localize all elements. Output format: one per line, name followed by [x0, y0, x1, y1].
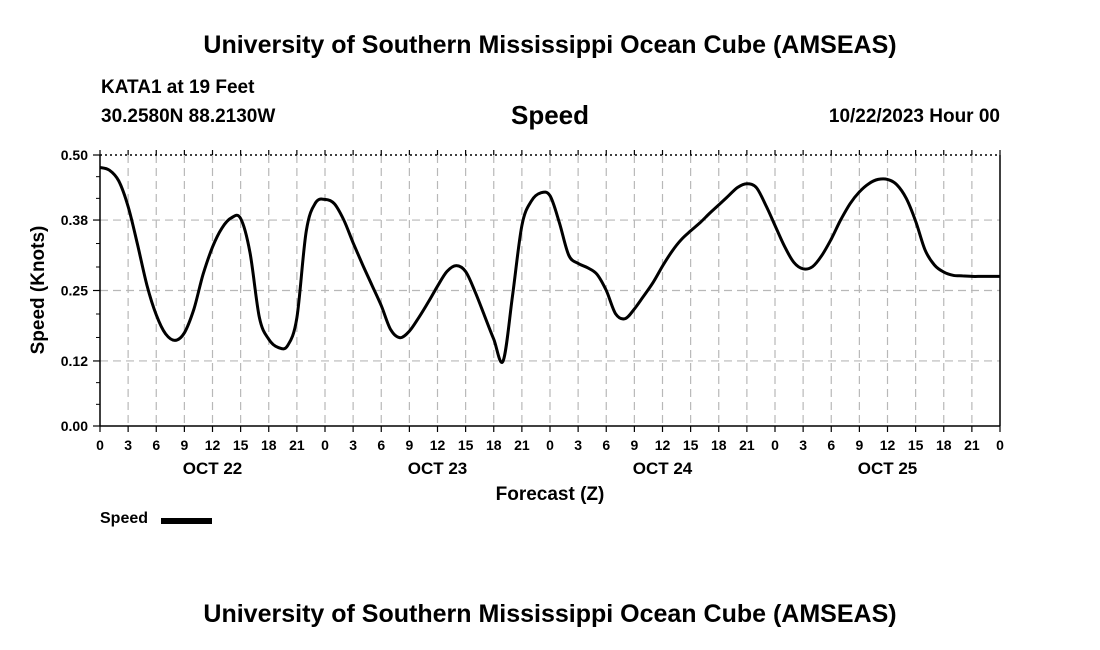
grid-lines [100, 155, 1000, 426]
x-tick-label: 21 [514, 437, 530, 453]
axis-ticks [93, 150, 1001, 432]
x-tick-label: 3 [349, 437, 357, 453]
legend-label: Speed [100, 510, 149, 527]
x-tick-label: 15 [458, 437, 474, 453]
x-tick-label: 21 [289, 437, 305, 453]
variable-title: Speed [510, 100, 590, 130]
x-tick-label: 9 [180, 437, 188, 453]
speed-chart: 0.00 0.12 0.25 0.38 0.50 0 3 6 9 12 15 18 21 0 3 6 9 12 1… [28, 147, 1004, 505]
x-tick-label: 0 [321, 437, 329, 453]
x-tick-label: 12 [430, 437, 446, 453]
x-tick-label: 0 [771, 437, 779, 453]
footer-title: University of Southern Mississippi Ocean… [203, 600, 897, 628]
y-tick-label: 0.38 [61, 212, 88, 228]
y-tick-label: 0.50 [61, 147, 88, 163]
date-label: OCT 24 [633, 459, 693, 478]
x-tick-label: 3 [574, 437, 582, 453]
x-tick-label: 18 [936, 437, 952, 453]
coordinates-label: 30.2580N 88.2130W [101, 106, 276, 127]
speed-series-line [99, 166, 1000, 364]
legend-swatch [161, 518, 212, 524]
x-tick-label: 21 [739, 437, 755, 453]
chart-title: University of Southern Mississippi Ocean… [203, 31, 897, 59]
y-tick-label: 0.25 [61, 283, 88, 299]
x-tick-label: 15 [233, 437, 249, 453]
x-tick-label: 12 [205, 437, 221, 453]
y-tick-labels: 0.00 0.12 0.25 0.38 0.50 [61, 147, 88, 434]
x-tick-label: 9 [855, 437, 863, 453]
y-axis-title: Speed (Knots) [28, 226, 49, 355]
y-tick-label: 0.12 [61, 353, 88, 369]
x-tick-label: 0 [546, 437, 554, 453]
x-tick-label: 12 [880, 437, 896, 453]
x-tick-label: 6 [377, 437, 385, 453]
date-labels: OCT 22 OCT 23 OCT 24 OCT 25 [183, 459, 918, 478]
x-tick-label: 18 [261, 437, 277, 453]
forecast-datetime: 10/22/2023 Hour 00 [828, 106, 1000, 127]
x-tick-label: 18 [711, 437, 727, 453]
x-tick-label: 0 [996, 437, 1004, 453]
x-tick-label: 12 [655, 437, 671, 453]
date-label: OCT 22 [183, 459, 243, 478]
y-tick-label: 0.00 [61, 418, 88, 434]
date-label: OCT 23 [408, 459, 468, 478]
x-tick-label: 6 [602, 437, 610, 453]
x-tick-label: 6 [152, 437, 160, 453]
x-tick-label: 3 [799, 437, 807, 453]
x-tick-label: 9 [405, 437, 413, 453]
x-tick-label: 3 [124, 437, 132, 453]
date-label: OCT 25 [858, 459, 918, 478]
x-tick-label: 15 [683, 437, 699, 453]
x-axis-title: Forecast (Z) [496, 484, 605, 505]
x-tick-label: 0 [96, 437, 104, 453]
x-tick-label: 15 [908, 437, 924, 453]
x-tick-label: 21 [964, 437, 980, 453]
x-tick-label: 6 [827, 437, 835, 453]
x-tick-labels: 0 3 6 9 12 15 18 21 0 3 6 9 12 15 18 21 0 3 6 9 12 15 18 21 0 3 6 9… [96, 437, 1004, 453]
station-label: KATA1 at 19 Feet [101, 77, 255, 98]
x-tick-label: 18 [486, 437, 502, 453]
x-tick-label: 9 [630, 437, 638, 453]
